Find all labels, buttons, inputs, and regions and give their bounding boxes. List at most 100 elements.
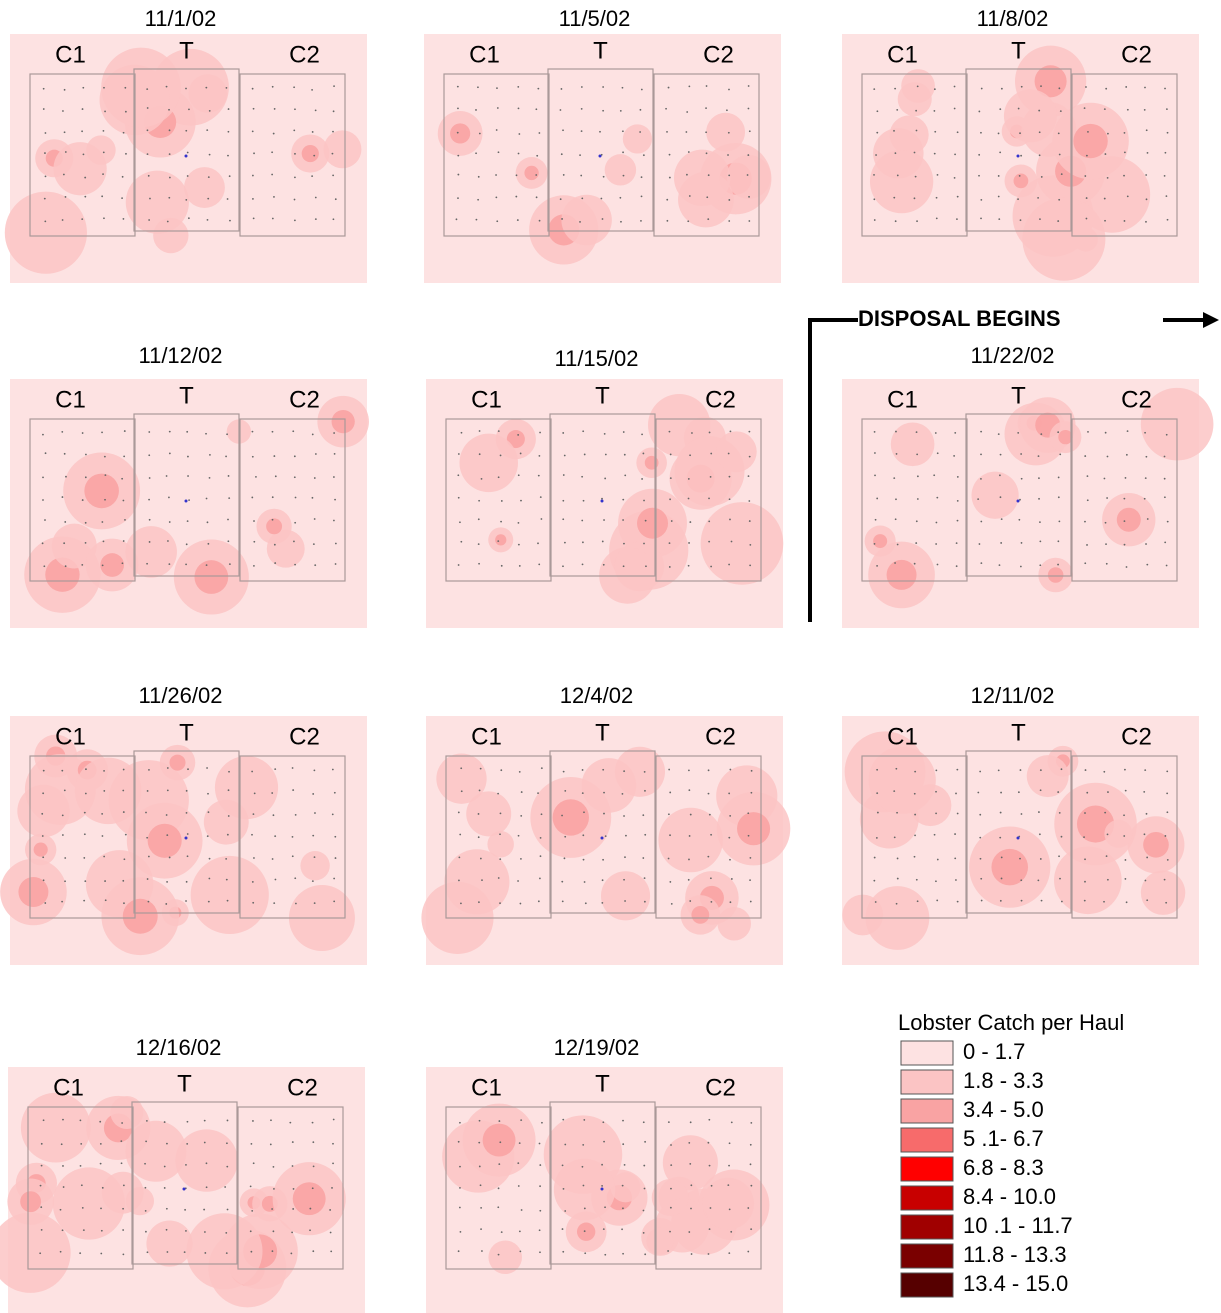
station-dot (460, 540, 463, 543)
station-dot (518, 565, 521, 567)
contour-area (52, 1167, 126, 1240)
station-dot (954, 153, 956, 156)
station-dot (643, 542, 645, 545)
panel-date: 12/16/02 (136, 1035, 222, 1060)
station-dot (977, 498, 980, 501)
station-dot (913, 151, 916, 154)
station-dot (935, 769, 938, 772)
station-dot (728, 475, 731, 478)
station-dot (497, 877, 500, 879)
station-dot (100, 1229, 103, 1232)
station-dot (873, 198, 876, 201)
contour-area (706, 112, 746, 152)
station-dot (1166, 108, 1168, 110)
station-dot (64, 565, 67, 568)
station-dot (727, 1184, 730, 1187)
station-dot (644, 1140, 647, 1143)
station-dot (205, 432, 207, 435)
station-dot (622, 498, 625, 501)
station-dot (538, 1229, 541, 1232)
station-dot (562, 518, 565, 521)
station-dot (334, 563, 337, 565)
zone-box (549, 1101, 656, 1265)
station-dot (104, 880, 106, 882)
station-dot (728, 792, 731, 795)
contour-core (292, 1182, 326, 1216)
zone-label: C1 (471, 386, 502, 413)
station-dot (309, 1229, 311, 1232)
zone-label: T (1011, 382, 1026, 409)
contour-core (20, 1191, 42, 1213)
station-dot (640, 88, 643, 91)
contour-area (175, 1129, 238, 1192)
station-dot (124, 518, 126, 521)
station-dot (1039, 769, 1042, 772)
station-dot (166, 881, 168, 883)
station-dot (561, 814, 563, 817)
map-panel: 12/4/02 C1 T C2 (421, 683, 791, 965)
station-dot (893, 196, 896, 199)
station-dot (1084, 812, 1086, 814)
station-dot (478, 1141, 481, 1144)
center-dot (600, 499, 604, 503)
station-dot (457, 564, 460, 566)
station-dot (312, 543, 315, 545)
station-dot (517, 880, 519, 882)
station-dot (561, 1228, 564, 1230)
station-dot (83, 899, 86, 902)
zone-box (1071, 418, 1178, 582)
station-dot (477, 175, 480, 178)
station-dot (457, 107, 459, 110)
station-dot (185, 880, 188, 883)
contour-core (991, 848, 1029, 886)
station-dot (895, 430, 897, 433)
station-dot (750, 1184, 753, 1187)
station-dot (581, 769, 584, 771)
station-dot (517, 834, 520, 837)
contour-core (1013, 173, 1029, 189)
station-dot (710, 452, 713, 455)
station-dot (272, 132, 275, 135)
station-dot (688, 1141, 691, 1144)
station-dot (561, 218, 563, 220)
station-dot (669, 453, 672, 456)
contour-area (101, 47, 181, 128)
station-dot (226, 833, 229, 836)
contour-core (1058, 429, 1073, 445)
station-dot (956, 218, 958, 221)
station-dot (893, 129, 895, 132)
center-dot (1016, 836, 1020, 840)
station-dot (915, 129, 918, 132)
station-dot (64, 151, 67, 153)
station-dot (1124, 859, 1127, 861)
station-dot (581, 1165, 584, 1168)
station-dot (689, 813, 692, 816)
station-dot (561, 900, 564, 903)
station-dot (933, 474, 936, 477)
station-dot (206, 521, 209, 524)
station-dot (497, 1187, 500, 1190)
station-dot (122, 1184, 125, 1187)
station-dot (249, 1230, 252, 1233)
station-dot (604, 1206, 606, 1209)
station-dot (61, 834, 64, 836)
station-dot (499, 858, 502, 861)
station-dot (1103, 197, 1106, 200)
station-dot (750, 791, 753, 794)
station-dot (1144, 477, 1147, 480)
station-dot (581, 475, 584, 478)
station-dot (689, 454, 691, 457)
station-dot (669, 1206, 672, 1209)
contour-area (300, 850, 330, 881)
station-dot (914, 770, 917, 773)
station-dot (227, 108, 230, 110)
station-dot (185, 789, 188, 792)
zone-label: T (179, 37, 194, 64)
station-dot (314, 453, 317, 455)
legend-label: 10 .1 - 11.7 (963, 1213, 1073, 1238)
station-dot (603, 1140, 605, 1143)
station-dot (227, 130, 230, 133)
station-dot (185, 198, 188, 201)
station-dot (1057, 431, 1060, 434)
station-dot (274, 768, 277, 771)
